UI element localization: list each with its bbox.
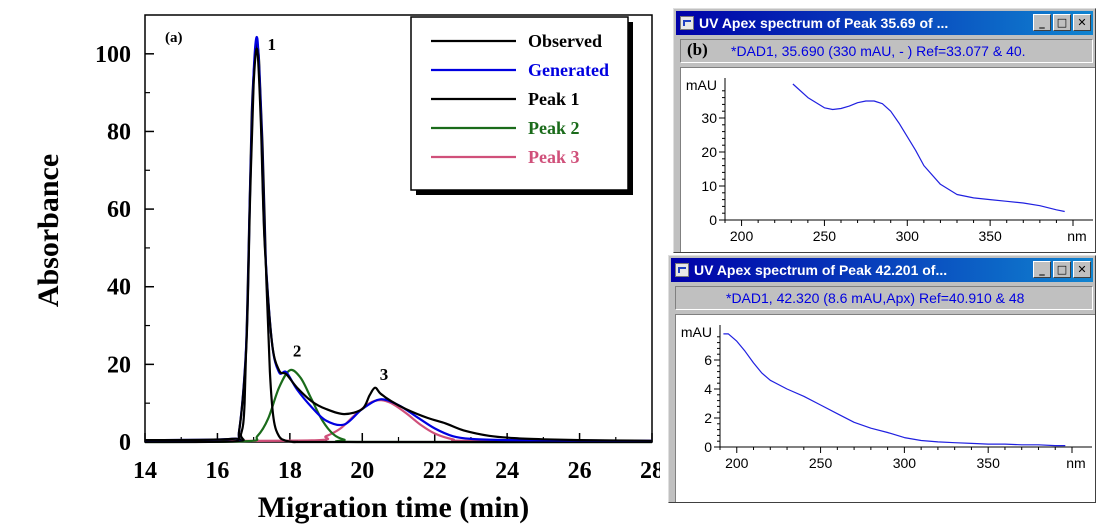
y-tick-label: 0 — [704, 439, 712, 455]
window-title: UV Apex spectrum of Peak 42.201 of... — [694, 262, 948, 278]
y-tick-label: 80 — [107, 119, 131, 145]
x-tick-label: 28 — [640, 458, 660, 484]
legend-label: Peak 1 — [528, 89, 580, 109]
spectrum-app-icon — [675, 263, 689, 277]
x-tick-label: 250 — [809, 455, 833, 471]
legend-label: Generated — [528, 60, 609, 80]
x-tick-label: 350 — [978, 228, 1002, 244]
y-tick-label: 20 — [107, 352, 131, 378]
spectrum-line — [792, 83, 1065, 213]
legend-label: Peak 3 — [528, 147, 580, 167]
y-tick-label: 10 — [701, 178, 717, 194]
spectrum-info-text: *DAD1, 35.690 (330 mAU, - ) Ref=33.077 &… — [731, 43, 1026, 59]
y-tick-label: 40 — [107, 275, 131, 301]
spectrum-window-1[interactable]: UV Apex spectrum of Peak 35.69 of ... _ … — [673, 8, 1096, 253]
minimize-button[interactable]: _ — [1033, 14, 1051, 31]
x-tick-label: 16 — [205, 458, 229, 484]
series-line-observed — [144, 47, 653, 442]
spectrum-chart: 0 10 20 30 mAU 200 250 300 350 nm — [686, 77, 1093, 244]
x-axis-label: Migration time (min) — [258, 491, 530, 524]
y-tick-label: 30 — [701, 110, 717, 126]
y-tick-label: 4 — [704, 381, 712, 397]
x-tick-label: 18 — [278, 458, 302, 484]
absorbance-chart: 14 16 18 20 22 24 26 28 0 20 40 60 80 100 (a) 1 2 3 Obs… — [32, 14, 660, 524]
spectrum-plot-area: 0 2 4 6 mAU 200 250 300 350 nm — [675, 314, 1095, 502]
x-axis-unit: nm — [1066, 455, 1085, 471]
y-axis-unit: mAU — [681, 324, 712, 340]
spectrum-chart: 0 2 4 6 mAU 200 250 300 350 nm — [681, 324, 1092, 471]
maximize-button[interactable]: □ — [1053, 261, 1071, 278]
x-tick-label: 350 — [977, 455, 1001, 471]
y-tick-label: 20 — [701, 144, 717, 160]
y-axis-unit: mAU — [686, 77, 717, 93]
x-tick-label: 22 — [423, 458, 447, 484]
x-axis-unit: nm — [1067, 228, 1086, 244]
x-tick-label: 300 — [893, 455, 917, 471]
peak-label: 1 — [268, 35, 277, 54]
x-tick-label: 300 — [896, 228, 920, 244]
window-title-bar[interactable]: UV Apex spectrum of Peak 35.69 of ... _ … — [676, 11, 1093, 35]
panel-label: (b) — [687, 40, 708, 59]
y-tick-label: 0 — [119, 430, 131, 456]
peak-label: 2 — [293, 342, 302, 361]
x-tick-label: 24 — [495, 458, 519, 484]
window-title-bar[interactable]: UV Apex spectrum of Peak 42.201 of... _ … — [671, 258, 1093, 282]
peak-label: 3 — [380, 365, 389, 384]
y-tick-label: 0 — [709, 212, 717, 228]
window-title: UV Apex spectrum of Peak 35.69 of ... — [699, 15, 949, 31]
spectrum-info-text: *DAD1, 42.320 (8.6 mAU,Apx) Ref=40.910 &… — [726, 290, 1025, 306]
legend-label: Observed — [528, 31, 602, 51]
y-tick-label: 2 — [704, 410, 712, 426]
close-button[interactable]: ✕ — [1073, 14, 1091, 31]
y-axis-label: Absorbance — [32, 154, 65, 307]
x-tick-label: 20 — [350, 458, 374, 484]
spectrum-window-2[interactable]: UV Apex spectrum of Peak 42.201 of... _ … — [668, 255, 1096, 503]
maximize-button[interactable]: □ — [1053, 14, 1071, 31]
minimize-button[interactable]: _ — [1033, 261, 1051, 278]
panel-label: (a) — [165, 30, 183, 46]
spectrum-line — [723, 333, 1066, 447]
spectrum-app-icon — [680, 16, 694, 30]
y-tick-label: 100 — [95, 42, 131, 68]
legend: Observed Generated Peak 1 Peak 2 Peak 3 — [410, 16, 633, 195]
axis-ticks: 14 16 18 20 22 24 26 28 0 20 40 60 80 100 — [95, 42, 660, 484]
peak-labels: 1 2 3 — [268, 35, 389, 384]
y-tick-label: 6 — [704, 352, 712, 368]
close-button[interactable]: ✕ — [1073, 261, 1091, 278]
x-tick-label: 200 — [730, 228, 754, 244]
spectrum-plot-area: 0 10 20 30 mAU 200 250 300 350 nm — [680, 67, 1095, 252]
x-tick-label: 14 — [133, 458, 157, 484]
spectrum-info-bar: (b) *DAD1, 35.690 (330 mAU, - ) Ref=33.0… — [680, 39, 1093, 63]
series-lines — [144, 35, 653, 444]
spectrum-info-bar: *DAD1, 42.320 (8.6 mAU,Apx) Ref=40.910 &… — [675, 286, 1093, 310]
y-tick-label: 60 — [107, 197, 131, 223]
legend-label: Peak 2 — [528, 118, 580, 138]
x-tick-label: 200 — [725, 455, 749, 471]
x-tick-label: 26 — [568, 458, 592, 484]
x-tick-label: 250 — [813, 228, 837, 244]
